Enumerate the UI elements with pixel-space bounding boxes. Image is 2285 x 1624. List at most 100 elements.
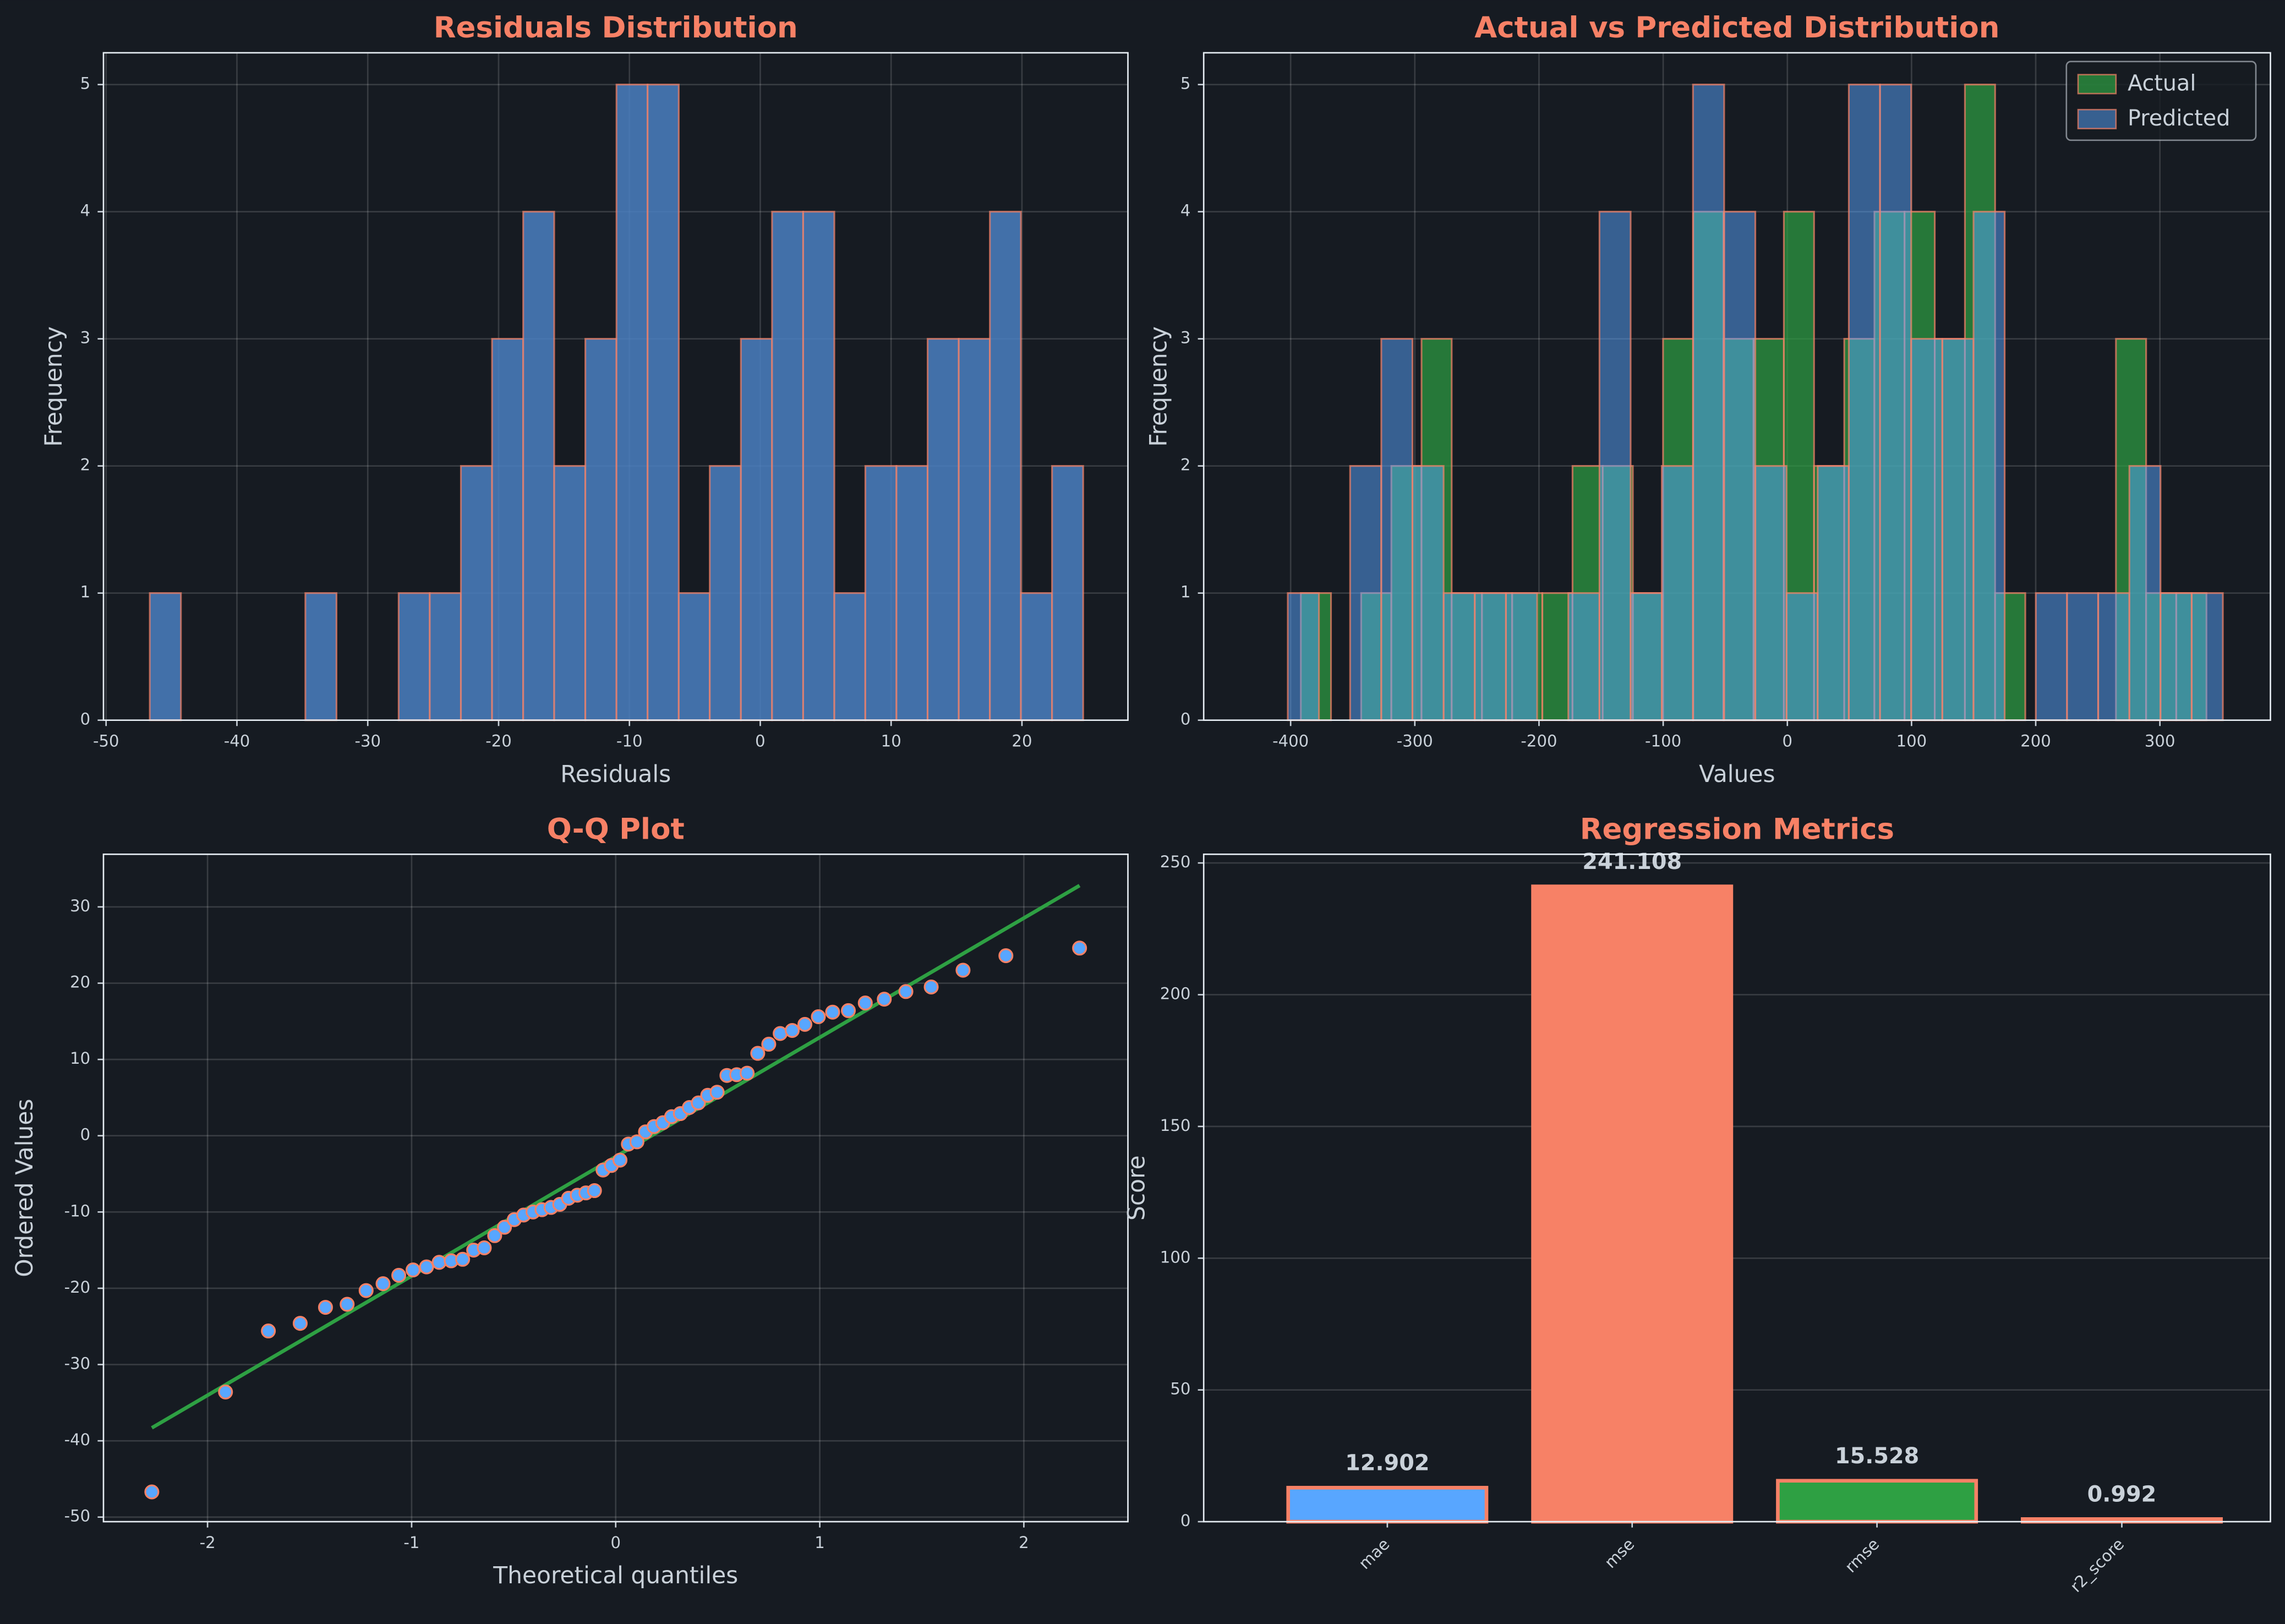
axes-frame bbox=[102, 853, 1129, 1523]
point bbox=[923, 979, 939, 994]
histogram-bar bbox=[522, 211, 555, 721]
point bbox=[750, 1046, 766, 1061]
histogram-bar bbox=[709, 465, 742, 721]
y-tick-label: -30 bbox=[64, 1354, 91, 1373]
x-tick-label: -20 bbox=[485, 731, 512, 750]
y-axis-label: Frequency bbox=[40, 326, 67, 447]
histogram-bar bbox=[958, 338, 991, 721]
point bbox=[391, 1267, 407, 1283]
y-tick-label: -50 bbox=[64, 1507, 91, 1525]
histogram-bar bbox=[2066, 592, 2100, 721]
x-tick-label: 20 bbox=[1012, 731, 1032, 750]
point bbox=[955, 963, 971, 978]
x-tick-label: -400 bbox=[1272, 731, 1309, 750]
histogram-bar bbox=[149, 592, 182, 721]
y-axis-label: Frequency bbox=[1145, 326, 1172, 447]
histogram-bar bbox=[2160, 592, 2193, 721]
y-tick-label: 250 bbox=[1160, 852, 1191, 871]
legend-swatch bbox=[2077, 74, 2117, 95]
point bbox=[218, 1384, 233, 1399]
histogram-bar bbox=[460, 465, 493, 721]
point bbox=[898, 984, 914, 999]
x-tick-label: 300 bbox=[2145, 731, 2175, 750]
histogram-bar bbox=[1723, 211, 1757, 721]
y-tick-label: 0 bbox=[1180, 710, 1191, 729]
x-axis-label: Residuals bbox=[560, 761, 671, 788]
histogram-bar bbox=[926, 338, 960, 721]
histogram-bar bbox=[1349, 465, 1382, 721]
histogram-bar bbox=[1051, 465, 1084, 721]
histogram-bar bbox=[584, 338, 617, 721]
histogram-bar bbox=[1567, 592, 1600, 721]
point bbox=[1072, 941, 1087, 956]
x-tick-label: -1 bbox=[403, 1533, 419, 1552]
y-axis-label: Ordered Values bbox=[11, 1099, 38, 1277]
x-tick-label: 200 bbox=[2020, 731, 2051, 750]
x-tick-label: -10 bbox=[616, 731, 643, 750]
legend-label: Actual bbox=[2128, 71, 2196, 96]
value-label: 15.528 bbox=[1835, 1443, 1919, 1469]
x-tick-label: 0 bbox=[1782, 731, 1792, 750]
histogram-bar bbox=[1847, 84, 1881, 721]
histogram-bar bbox=[1879, 84, 1912, 721]
point bbox=[709, 1085, 725, 1100]
histogram-bar bbox=[864, 465, 898, 721]
x-tick-label: 2 bbox=[1019, 1533, 1029, 1552]
histogram-bar bbox=[833, 592, 866, 721]
histogram-bar bbox=[491, 338, 524, 721]
y-tick-label: 2 bbox=[80, 456, 91, 474]
y-tick-label: 3 bbox=[1180, 329, 1191, 347]
histogram-bar bbox=[1474, 592, 1507, 721]
x-tick-label: -200 bbox=[1521, 731, 1557, 750]
histogram-bar bbox=[771, 211, 805, 721]
x-tick-label: -100 bbox=[1645, 731, 1681, 750]
point bbox=[740, 1065, 755, 1081]
y-axis-label: Score bbox=[1123, 1155, 1150, 1221]
chart-title: Regression Metrics bbox=[1580, 813, 1894, 846]
point bbox=[455, 1251, 471, 1267]
y-tick-label: -10 bbox=[64, 1201, 91, 1220]
histogram-bar bbox=[397, 592, 431, 721]
value-label: 12.902 bbox=[1345, 1450, 1429, 1475]
bar bbox=[1531, 884, 1734, 1524]
point bbox=[785, 1022, 800, 1038]
histogram-bar bbox=[304, 592, 338, 721]
y-tick-label: 2 bbox=[1180, 456, 1191, 474]
histogram-bar bbox=[895, 465, 929, 721]
point bbox=[477, 1240, 492, 1255]
bar bbox=[1286, 1485, 1489, 1524]
axes-frame bbox=[1202, 853, 2271, 1523]
point bbox=[419, 1259, 434, 1275]
histogram-bar bbox=[1972, 211, 2006, 721]
histogram-bar bbox=[1287, 592, 1320, 721]
y-tick-label: 4 bbox=[80, 201, 91, 220]
value-label: 241.108 bbox=[1582, 849, 1682, 874]
y-tick-label: -40 bbox=[64, 1430, 91, 1449]
x-tick-label: -2 bbox=[200, 1533, 216, 1552]
x-tick-label: -50 bbox=[93, 731, 119, 750]
histogram-bar bbox=[615, 84, 649, 721]
axes-frame bbox=[102, 52, 1129, 721]
histogram-bar bbox=[1941, 338, 1975, 721]
y-tick-label: 1 bbox=[80, 583, 91, 602]
x-axis-label: Theoretical quantiles bbox=[493, 1562, 738, 1589]
histogram-bar bbox=[1505, 592, 1538, 721]
histogram-bar bbox=[1411, 465, 1445, 721]
x-axis-label: Values bbox=[1699, 761, 1775, 788]
chart-title: Residuals Distribution bbox=[434, 11, 798, 45]
y-tick-label: 0 bbox=[80, 710, 91, 729]
histogram-bar bbox=[802, 211, 835, 721]
y-tick-label: 5 bbox=[1180, 74, 1191, 93]
point bbox=[261, 1324, 276, 1339]
point bbox=[857, 996, 873, 1011]
histogram-bar bbox=[1692, 84, 1725, 721]
y-tick-label: 10 bbox=[70, 1049, 90, 1068]
histogram-bar bbox=[553, 465, 587, 721]
point bbox=[340, 1297, 355, 1312]
histogram-bar bbox=[1817, 465, 1850, 721]
x-tick-label: 0 bbox=[755, 731, 766, 750]
x-tick-label: 0 bbox=[610, 1533, 621, 1552]
